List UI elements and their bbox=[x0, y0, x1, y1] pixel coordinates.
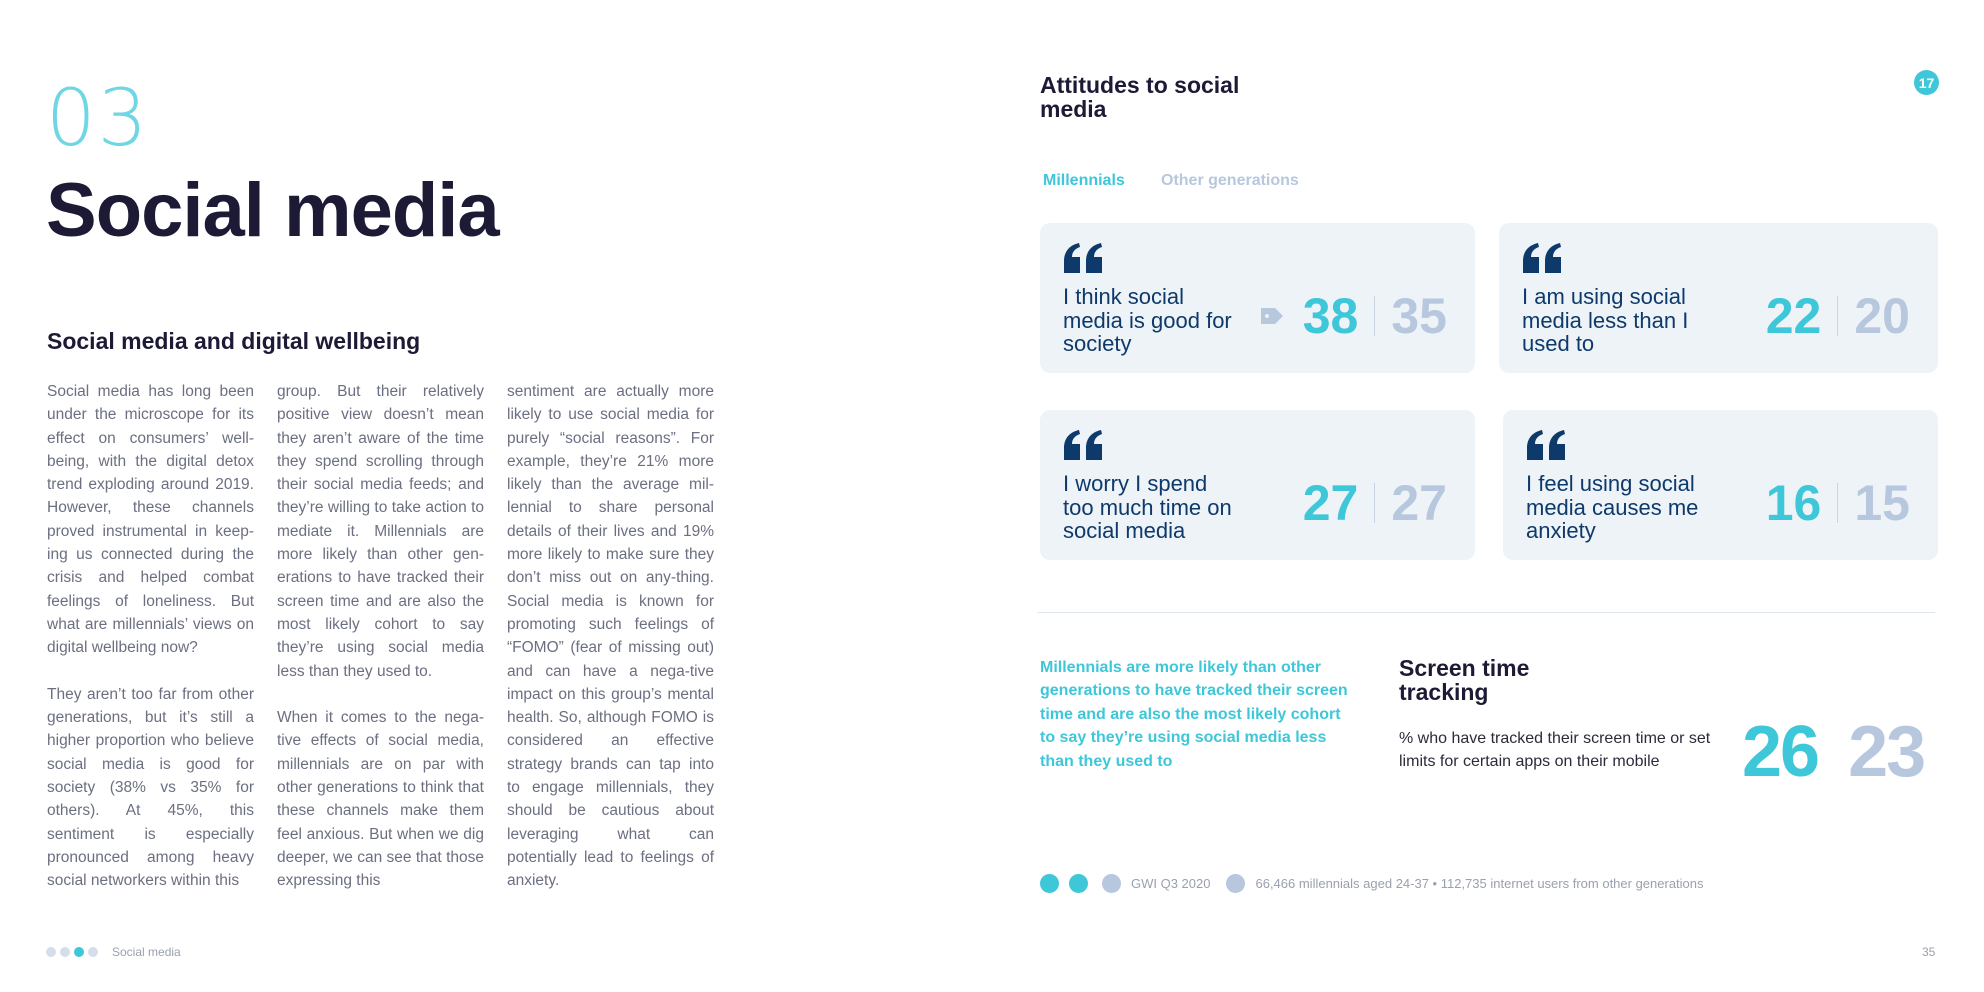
attitudes-title: Attitudes to social media bbox=[1040, 72, 1240, 122]
paragraph: When it comes to the nega-tive effects o… bbox=[277, 709, 484, 890]
card-statement: I worry I spend too much time on social … bbox=[1063, 471, 1232, 543]
chart-icon[interactable] bbox=[1040, 874, 1059, 893]
base-label: 66,466 millennials aged 24-37 • 112,735 … bbox=[1255, 876, 1704, 891]
footer-section-nav: Social media bbox=[46, 945, 181, 959]
screen-time-title: Screen time tracking bbox=[1399, 655, 1530, 705]
paragraph: sentiment are actually more likely to us… bbox=[507, 383, 714, 890]
section-dot-active[interactable] bbox=[74, 947, 84, 957]
other-value: 27 bbox=[1391, 475, 1447, 531]
insight-text: Millennials are more likely than other g… bbox=[1040, 659, 1348, 770]
millennials-value: 27 bbox=[1302, 475, 1359, 531]
other-value: 23 bbox=[1848, 712, 1926, 792]
source-icon bbox=[1102, 874, 1121, 893]
quote-icon bbox=[1064, 243, 1102, 273]
quote-icon bbox=[1523, 243, 1561, 273]
paragraph: They aren’t too far from other generatio… bbox=[47, 685, 254, 890]
source-row: GWI Q3 2020 66,466 millennials aged 24-3… bbox=[1040, 874, 1704, 893]
stat-card: I think social media is good for society… bbox=[1040, 223, 1475, 373]
section-dot[interactable] bbox=[46, 947, 56, 957]
screen-time-description: % who have tracked their screen time or … bbox=[1399, 730, 1711, 771]
chart-alt-icon[interactable] bbox=[1069, 874, 1088, 893]
card-statement: I think social media is good for society bbox=[1063, 284, 1232, 356]
divider-line bbox=[1037, 612, 1935, 613]
card-statement: I feel using social media causes me anxi… bbox=[1526, 471, 1699, 543]
divider bbox=[1837, 296, 1839, 336]
body-column-2: group. But their relatively positive vie… bbox=[277, 380, 484, 916]
chapter-number: 03 bbox=[46, 74, 150, 164]
divider bbox=[1374, 483, 1376, 523]
quote-icon bbox=[1527, 430, 1565, 460]
stat-card: I worry I spend too much time on social … bbox=[1040, 410, 1475, 560]
millennials-value: 22 bbox=[1765, 288, 1822, 344]
section-dot[interactable] bbox=[60, 947, 70, 957]
other-value: 20 bbox=[1854, 288, 1910, 344]
screen-time-values: 26 23 bbox=[1742, 712, 1926, 792]
quote-icon bbox=[1064, 430, 1102, 460]
tag-arrow-icon bbox=[1257, 306, 1285, 326]
footer-section-label: Social media bbox=[112, 945, 181, 959]
divider bbox=[1374, 296, 1376, 336]
section-heading: Social media and digital wellbeing bbox=[47, 328, 421, 354]
millennials-value: 38 bbox=[1302, 288, 1359, 344]
stat-card: I feel using social media causes me anxi… bbox=[1503, 410, 1938, 560]
paragraph: Social media has long been under the mic… bbox=[47, 383, 254, 657]
millennials-value: 26 bbox=[1742, 712, 1820, 792]
page-number: 35 bbox=[1922, 945, 1936, 959]
source-label: GWI Q3 2020 bbox=[1131, 876, 1211, 891]
card-statement: I am using social media less than I used… bbox=[1522, 284, 1689, 356]
page-title: Social media bbox=[46, 168, 500, 253]
other-value: 35 bbox=[1391, 288, 1447, 344]
base-icon bbox=[1226, 874, 1246, 893]
legend-millennials: Millennials bbox=[1043, 172, 1125, 189]
page-badge: 17 bbox=[1914, 70, 1939, 95]
body-column-1: Social media has long been under the mic… bbox=[47, 380, 254, 916]
millennials-value: 16 bbox=[1765, 475, 1822, 531]
divider bbox=[1837, 483, 1839, 523]
legend-other-generations: Other generations bbox=[1161, 172, 1299, 189]
stat-card: I am using social media less than I used… bbox=[1499, 223, 1938, 373]
body-column-3: sentiment are actually more likely to us… bbox=[507, 380, 714, 916]
paragraph: group. But their relatively positive vie… bbox=[277, 383, 484, 680]
section-dot[interactable] bbox=[88, 947, 98, 957]
other-value: 15 bbox=[1854, 475, 1910, 531]
